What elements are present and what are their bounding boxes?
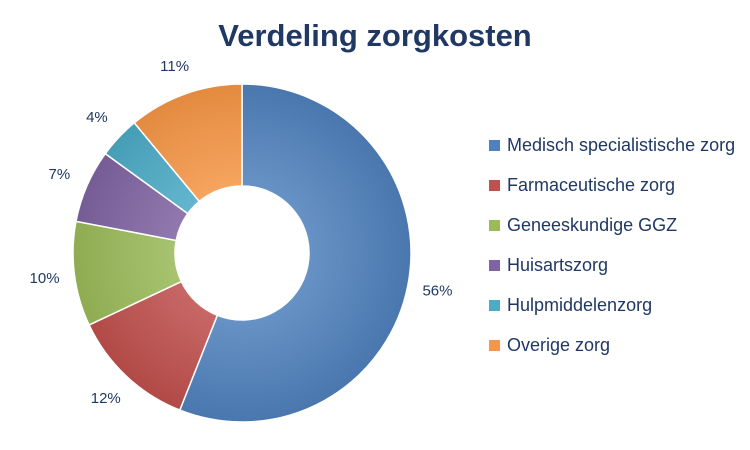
donut-slice-6 [133,83,243,203]
legend-item-6: Overige zorg [489,325,735,365]
legend-item-5: Hulpmiddelenzorg [489,285,735,325]
legend-swatch-1 [489,139,500,151]
slice-data-label-5: 4% [86,109,108,126]
legend-label-1: Medisch specialistische zorg [507,134,736,155]
chart-legend: Medisch specialistische zorg Farmaceutisc… [489,125,735,365]
legend-item-4: Huisartszorg [489,245,735,285]
legend-swatch-3 [489,219,500,231]
legend-item-1: Medisch specialistische zorg [489,125,735,165]
slice-data-label-3: 10% [30,270,60,287]
legend-label-4: Huisartszorg [507,254,609,275]
donut-slice-1 [178,83,412,423]
slice-data-label-1: 56% [422,282,452,299]
legend-item-3: Geneeskundige GGZ [489,205,735,245]
slice-data-label-4: 7% [49,166,71,183]
legend-label-5: Hulpmiddelenzorg [507,294,653,315]
slice-data-label-6: 11% [160,58,189,75]
legend-swatch-2 [489,179,500,191]
legend-label-2: Farmaceutische zorg [507,174,676,195]
legend-swatch-4 [489,259,500,271]
legend-label-6: Overige zorg [507,334,611,355]
legend-item-2: Farmaceutische zorg [489,165,735,205]
legend-swatch-5 [489,299,500,311]
slice-data-label-2: 12% [91,390,121,407]
chart-title: Verdeling zorgkosten [218,18,532,53]
legend-swatch-6 [489,339,500,351]
legend-label-3: Geneeskundige GGZ [507,214,678,235]
